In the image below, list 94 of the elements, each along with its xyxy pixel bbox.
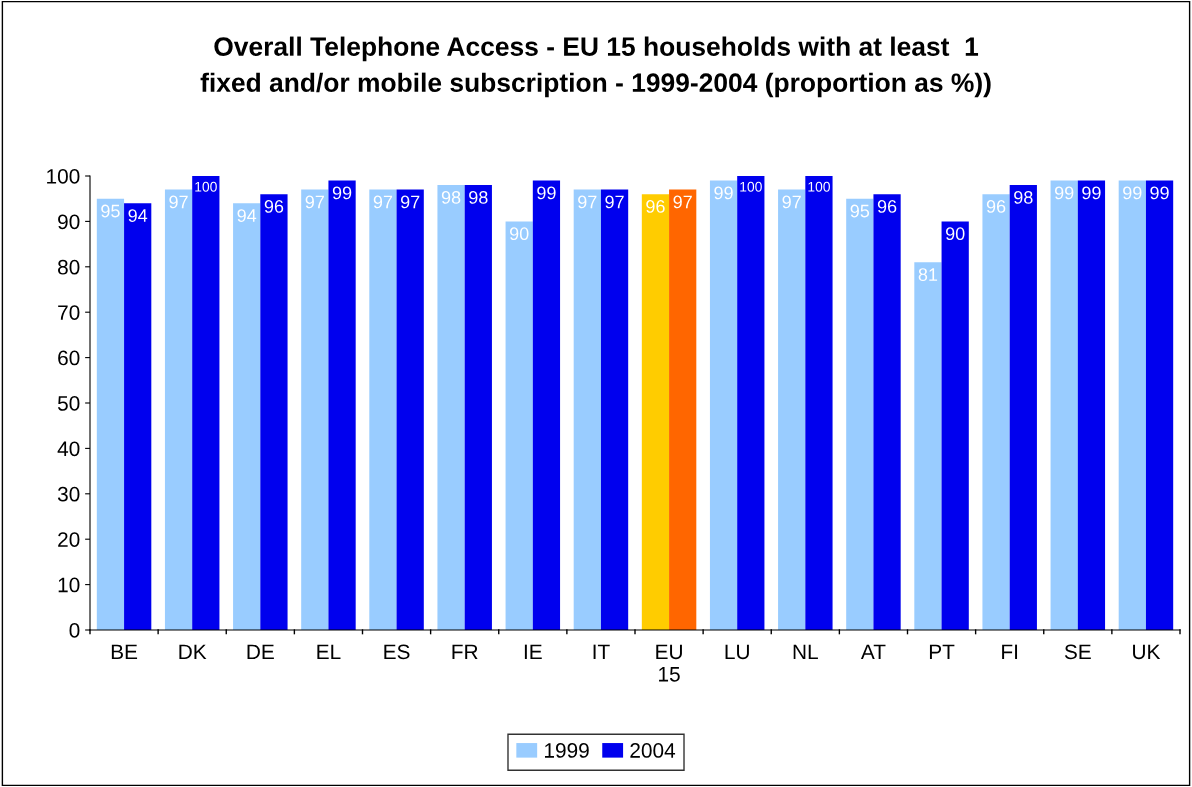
data-label: 99 xyxy=(332,186,352,200)
x-tick-label: EL xyxy=(317,644,341,659)
bar xyxy=(914,262,942,630)
x-tick-label: ES xyxy=(384,644,410,660)
data-label: 95 xyxy=(850,204,870,218)
x-tick-label: IT xyxy=(593,644,610,659)
bar xyxy=(233,203,261,630)
data-label: 99 xyxy=(1082,186,1101,200)
data-label: 94 xyxy=(128,209,148,222)
data-label: 99 xyxy=(714,186,733,200)
bar xyxy=(532,180,561,630)
bar xyxy=(301,189,329,630)
bar xyxy=(846,198,874,630)
bar xyxy=(1145,180,1174,630)
y-tick-label: 50 xyxy=(57,396,80,411)
legend-label: 2004 xyxy=(630,743,676,758)
data-label: 98 xyxy=(469,191,488,204)
data-label: 97 xyxy=(578,195,597,209)
x-tick-label: DE xyxy=(247,644,274,659)
bar xyxy=(396,189,424,630)
data-label: 97 xyxy=(373,195,393,209)
chart-title: Overall Telephone Access - EU 15 households with at least 1 fixed and/or mobile subscription - 1999-2004 (proportion as %)) xyxy=(200,36,991,98)
bar xyxy=(124,203,152,630)
x-tick-label: PT xyxy=(929,644,955,659)
data-label: 100 xyxy=(808,181,830,192)
bar xyxy=(1050,180,1078,630)
data-label: 97 xyxy=(169,195,188,209)
data-label: 99 xyxy=(1150,186,1169,200)
x-tick-label: FI xyxy=(1002,644,1018,659)
y-tick-label: 60 xyxy=(58,350,80,366)
data-label: 96 xyxy=(646,200,665,213)
data-label: 96 xyxy=(264,200,284,213)
data-label: 97 xyxy=(605,195,624,209)
y-tick-label: 0 xyxy=(69,623,80,638)
data-label: 97 xyxy=(400,195,420,209)
x-tick-label: IE xyxy=(524,644,542,659)
bar xyxy=(641,194,670,630)
bar xyxy=(192,176,220,630)
y-tick-label: 70 xyxy=(58,305,80,320)
bar xyxy=(164,189,193,630)
y-tick-label: 90 xyxy=(58,214,80,230)
bar xyxy=(260,194,288,630)
data-label: 81 xyxy=(918,268,938,281)
data-label: 99 xyxy=(537,186,556,200)
bar xyxy=(982,194,1010,630)
bar xyxy=(573,189,601,630)
x-tick-label: DK xyxy=(179,644,207,659)
bar xyxy=(1009,185,1037,630)
data-label: 97 xyxy=(673,195,692,209)
data-label: 98 xyxy=(441,191,461,204)
data-label: 90 xyxy=(509,227,529,241)
bar xyxy=(505,221,533,630)
data-label: 96 xyxy=(877,200,897,213)
data-label: 96 xyxy=(986,200,1006,213)
y-tick-label: 20 xyxy=(58,532,80,547)
bar xyxy=(1077,180,1106,630)
y-tick-label: 10 xyxy=(58,577,80,593)
data-label: 98 xyxy=(1014,191,1033,204)
y-tick-label: 30 xyxy=(57,486,80,502)
data-label: 94 xyxy=(237,209,257,222)
bar xyxy=(778,189,806,630)
y-tick-label: 80 xyxy=(58,259,80,275)
x-tick-label: SE xyxy=(1064,644,1091,660)
data-label: 100 xyxy=(740,181,762,192)
data-label: 90 xyxy=(945,227,965,241)
y-tick-label: 100 xyxy=(47,169,80,184)
bar xyxy=(464,185,492,630)
data-label: 95 xyxy=(101,204,120,218)
y-tick-label: 40 xyxy=(57,441,80,457)
bar xyxy=(873,194,901,630)
data-label: 97 xyxy=(782,195,801,209)
bar xyxy=(805,176,833,630)
data-label: 99 xyxy=(1123,186,1142,200)
bar xyxy=(669,189,697,630)
x-tick-label: NL xyxy=(793,644,818,659)
x-tick-label: EU 15 xyxy=(656,644,682,682)
bar xyxy=(600,189,629,630)
bar xyxy=(437,185,465,630)
bar xyxy=(328,180,356,630)
data-label: 100 xyxy=(195,181,217,192)
bar xyxy=(737,176,765,630)
x-tick-label: AT xyxy=(860,644,886,659)
x-tick-label: BE xyxy=(111,644,138,659)
data-label: 97 xyxy=(305,195,324,209)
data-label: 99 xyxy=(1054,186,1074,200)
bar xyxy=(941,221,969,630)
x-tick-label: UK xyxy=(1133,644,1161,660)
bar xyxy=(1118,180,1146,630)
bar xyxy=(96,198,125,630)
x-tick-label: FR xyxy=(452,644,478,659)
legend-label: 1999 xyxy=(545,743,589,758)
bar xyxy=(369,189,397,630)
x-tick-label: LU xyxy=(725,644,749,660)
bar xyxy=(709,180,738,630)
